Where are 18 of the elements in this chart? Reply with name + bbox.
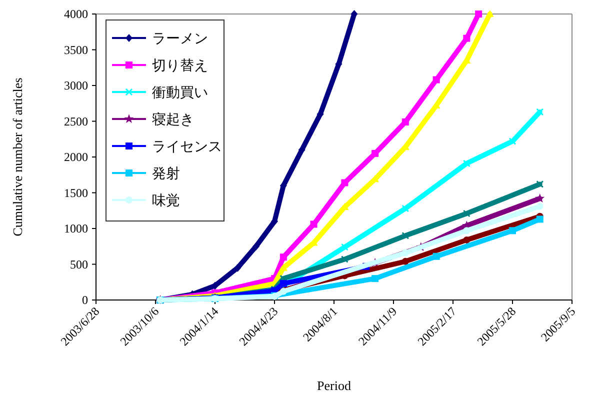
legend-label: 味覚	[152, 193, 180, 209]
legend-label: 衝動買い	[152, 85, 208, 101]
y-tick-label: 2000	[64, 150, 88, 164]
y-tick-label: 1500	[64, 186, 88, 200]
x-axis-title: Period	[317, 378, 352, 393]
legend-label: 切り替え	[152, 58, 208, 74]
legend-label: 発射	[152, 166, 180, 182]
y-tick-label: 3000	[64, 78, 88, 92]
y-tick-label: 0	[82, 293, 88, 307]
y-tick-label: 4000	[64, 7, 88, 21]
legend-label: ラーメン	[152, 31, 208, 47]
y-tick-label: 500	[70, 257, 88, 272]
y-tick-label: 1000	[64, 222, 88, 236]
y-axis-title: Cumulative number of articles	[10, 78, 25, 236]
y-tick-label: 2500	[64, 114, 88, 128]
legend-label: 寝起き	[152, 112, 194, 128]
legend-label: ライセンス	[152, 139, 222, 155]
y-tick-label: 3500	[64, 42, 88, 57]
